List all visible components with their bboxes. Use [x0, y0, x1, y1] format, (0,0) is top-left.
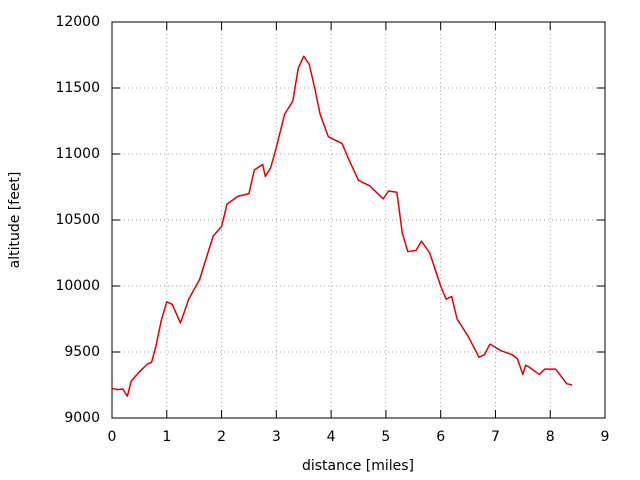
x-tick-label: 8 [546, 429, 555, 445]
y-tick-label: 10000 [55, 278, 100, 294]
y-axis-label: altitude [feet] [7, 172, 23, 269]
plot-border [111, 21, 606, 419]
y-tick-label: 9000 [64, 410, 100, 426]
line [111, 55, 573, 397]
x-axis-label: distance [miles] [302, 458, 414, 474]
y-tick-label: 12000 [55, 14, 100, 30]
y-tick-label: 11000 [55, 146, 100, 162]
x-tick-label: 9 [601, 429, 610, 445]
x-tick-label: 6 [436, 429, 445, 445]
x-tick-label: 0 [108, 429, 117, 445]
x-tick-label: 7 [491, 429, 500, 445]
y-tick-label: 9500 [64, 344, 100, 360]
x-tick-label: 2 [217, 429, 226, 445]
y-tick-label: 10500 [55, 212, 100, 228]
x-tick-label: 3 [272, 429, 281, 445]
x-tick-label: 4 [327, 429, 336, 445]
y-tick-label: 11500 [55, 80, 100, 96]
x-tick-label: 5 [381, 429, 390, 445]
x-tick-label: 1 [162, 429, 171, 445]
